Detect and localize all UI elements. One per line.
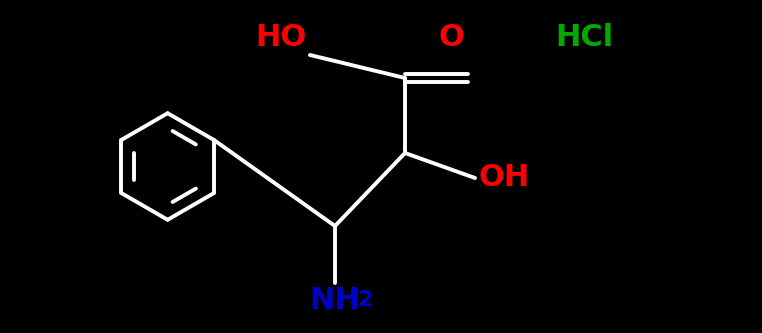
Text: HCl: HCl (555, 24, 613, 53)
Text: HO: HO (255, 24, 306, 53)
Text: 2: 2 (357, 290, 373, 310)
Text: NH: NH (309, 286, 360, 315)
Text: OH: OH (478, 164, 530, 192)
Text: O: O (438, 24, 464, 53)
